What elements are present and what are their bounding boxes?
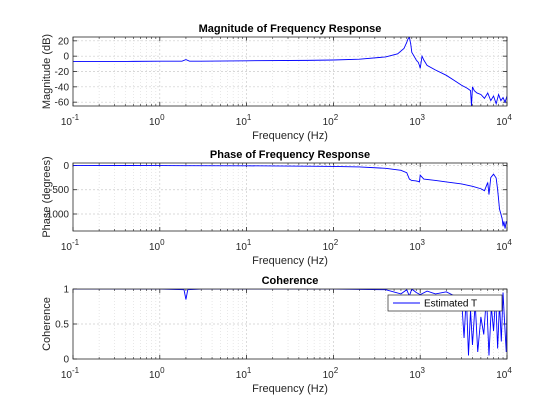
x-tick-label: 103 <box>409 366 425 381</box>
x-tick-label: 103 <box>409 238 425 253</box>
y-tick-label: 0 <box>63 161 69 172</box>
subplot-2: 10-1 100 101 102 103 104 0 -500 -1000 Phase of Fr… <box>41 149 512 267</box>
x-tick-label: 104 <box>496 366 512 381</box>
y-tick-label: -40 <box>55 82 70 93</box>
subplot-3: 10-1 100 101 102 103 104 1 0.5 0 Coherence Frequen… <box>41 275 512 395</box>
x-tick-label: 101 <box>236 113 252 128</box>
x-tick-label: 102 <box>323 366 339 381</box>
x-tick-label: 10-1 <box>61 113 80 128</box>
chart-title: Coherence <box>262 275 319 287</box>
x-tick-label: 104 <box>496 238 512 253</box>
x-axis-label: Frequency (Hz) <box>252 255 328 267</box>
y-tick-label: -500 <box>49 185 69 196</box>
y-tick-label: 0.5 <box>55 320 69 331</box>
chart-title: Magnitude of Frequency Response <box>199 23 382 35</box>
y-axis-label: Coherence <box>41 297 53 351</box>
x-tick-label: 104 <box>496 113 512 128</box>
x-axis-label: Frequency (Hz) <box>252 130 328 142</box>
legend-box <box>387 294 503 312</box>
y-tick-label: -1000 <box>43 210 69 221</box>
data-series-line <box>73 289 507 356</box>
axes-frame <box>72 162 508 232</box>
x-tick-label: 100 <box>149 366 165 381</box>
y-axis-label: Phase (degrees) <box>41 156 53 237</box>
chart-title: Phase of Frequency Response <box>210 149 370 161</box>
y-tick-label: -20 <box>55 67 70 78</box>
axes-frame <box>72 36 508 107</box>
x-tick-label: 100 <box>149 113 165 128</box>
y-tick-label: 20 <box>58 36 70 47</box>
x-tick-label: 101 <box>236 238 252 253</box>
data-series-line <box>73 37 507 106</box>
y-tick-label: 0 <box>63 52 69 63</box>
subplot-1: 10-1 100 101 102 103 104200-20-40-60Magnitude… <box>41 23 512 142</box>
axes-frame <box>72 288 508 360</box>
x-tick-label: 102 <box>323 238 339 253</box>
x-axis-label: Frequency (Hz) <box>252 383 328 395</box>
y-tick-label: 1 <box>63 285 69 296</box>
x-tick-label: 102 <box>323 113 339 128</box>
y-tick-label: 0 <box>63 355 69 366</box>
y-tick-label: -60 <box>55 98 70 109</box>
x-tick-label: 10-1 <box>61 238 80 253</box>
data-series-line <box>73 164 507 229</box>
x-tick-label: 103 <box>409 113 425 128</box>
legend-entry: Estimated T <box>424 299 477 310</box>
x-tick-label: 10-1 <box>61 366 80 381</box>
y-axis-label: Magnitude (dB) <box>41 34 53 109</box>
plot-area <box>73 163 507 231</box>
x-tick-label: 101 <box>236 366 252 381</box>
x-tick-label: 100 <box>149 238 165 253</box>
